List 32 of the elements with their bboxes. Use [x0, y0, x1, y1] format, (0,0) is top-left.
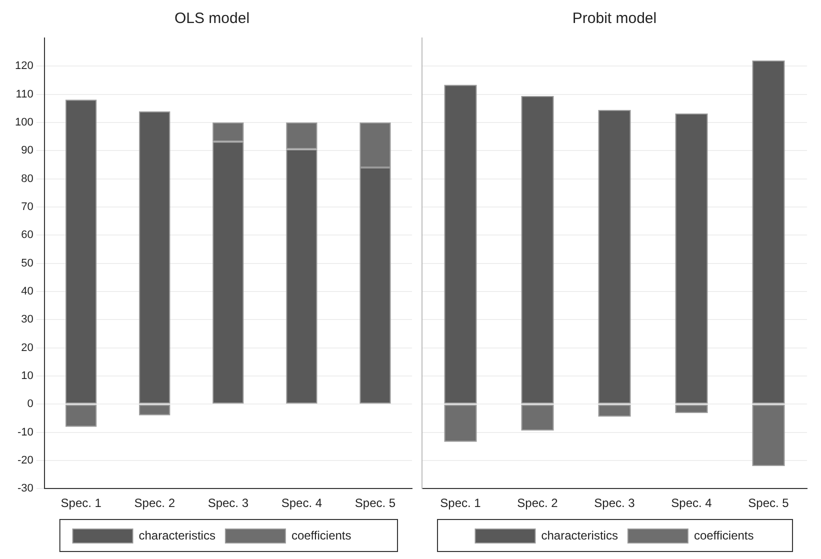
x-tick-label: Spec. 1 [440, 496, 482, 510]
y-tick-label: 80 [21, 172, 34, 185]
x-tick-label: Spec. 1 [60, 496, 102, 510]
legend-label: coefficients [694, 528, 754, 542]
y-tick-label: 50 [21, 257, 34, 270]
x-tick-label: Spec. 3 [594, 496, 636, 510]
y-tick-label: 90 [21, 144, 34, 157]
y-tick-label: 30 [21, 314, 34, 326]
y-tick-label: 60 [21, 229, 34, 242]
y-tick-label: 10 [21, 370, 34, 382]
chart-title: OLS model [174, 10, 250, 28]
x-tick-label: Spec. 2 [517, 496, 558, 510]
x-tick-label: Spec. 4 [671, 496, 712, 510]
y-tick-label: 70 [21, 201, 34, 214]
legend-label: coefficients [291, 528, 352, 542]
y-tick-label: 20 [21, 342, 34, 354]
x-tick-label: Spec. 4 [281, 496, 322, 510]
x-tick-label: Spec. 5 [354, 496, 396, 510]
y-tick-label: -20 [17, 454, 34, 466]
y-tick-label: 40 [21, 285, 34, 298]
x-tick-label: Spec. 3 [208, 496, 249, 510]
x-tick-label: Spec. 2 [134, 496, 176, 510]
y-tick-label: 120 [14, 60, 34, 72]
y-tick-label: 0 [27, 398, 34, 410]
y-tick-label: -10 [17, 426, 34, 438]
chart-title: Probit model [572, 10, 657, 28]
legend-label: characteristics [138, 528, 216, 542]
legend-label: characteristics [541, 528, 618, 542]
y-tick-label: 110 [16, 88, 34, 100]
x-tick-label: Spec. 5 [748, 496, 790, 510]
y-tick-label: 100 [14, 116, 34, 129]
y-tick-label: -30 [17, 482, 34, 495]
